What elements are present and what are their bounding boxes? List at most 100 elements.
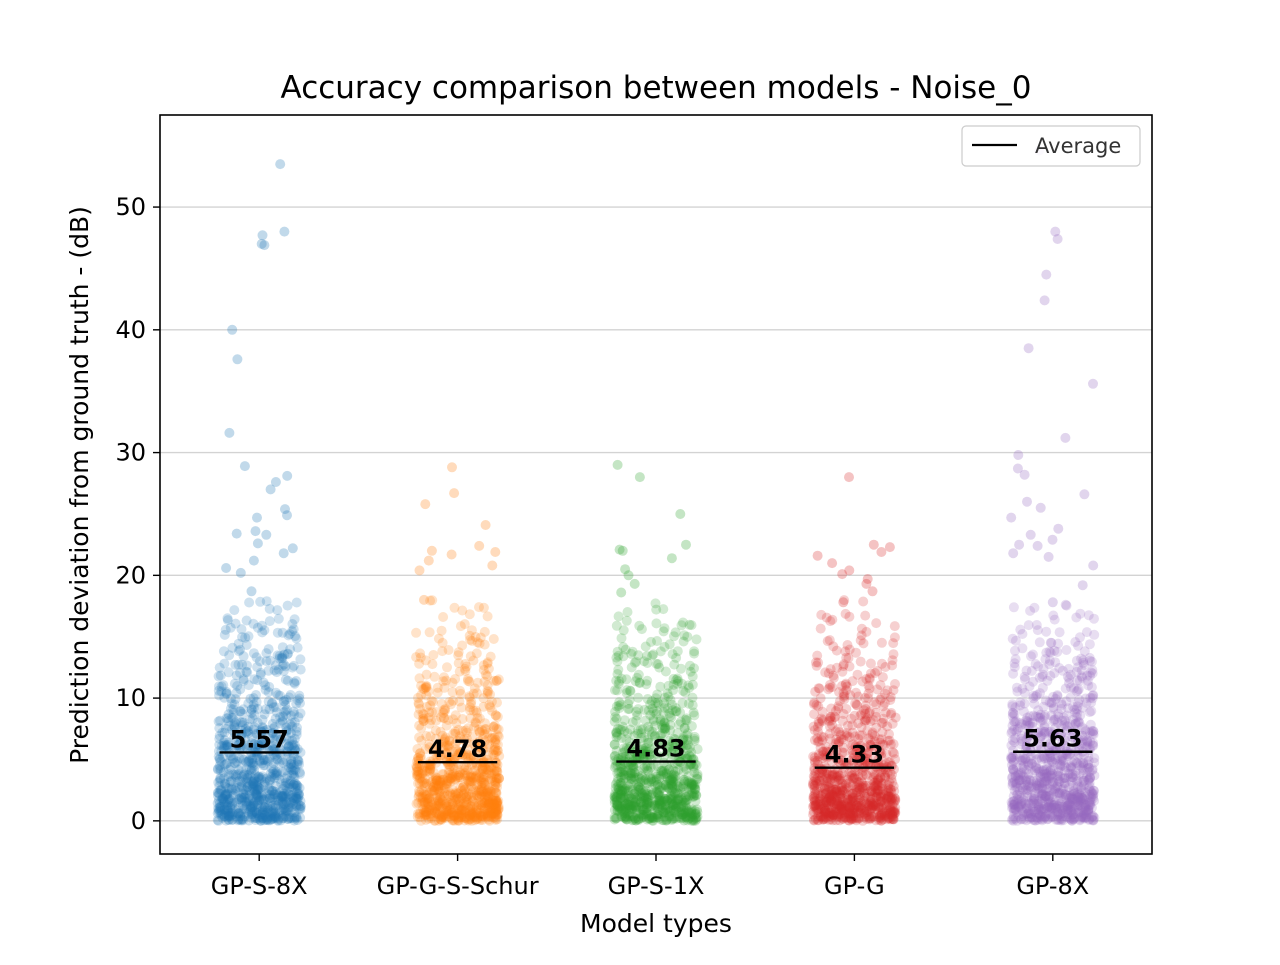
y-tick-label: 0 (131, 807, 146, 835)
outlier-point (259, 240, 270, 251)
series-GP-G (808, 472, 901, 826)
data-point (290, 783, 301, 794)
data-point (247, 793, 258, 804)
data-point (225, 797, 235, 808)
data-point (252, 675, 263, 686)
data-point (256, 727, 267, 737)
data-point (231, 797, 242, 808)
data-point (654, 773, 665, 784)
data-point (466, 696, 477, 707)
data-point (251, 776, 262, 787)
data-point (212, 764, 223, 775)
data-point (262, 802, 273, 813)
data-point (218, 751, 229, 762)
data-point (842, 731, 853, 741)
data-point (270, 713, 281, 724)
data-point (472, 790, 483, 801)
data-point (1075, 710, 1086, 721)
data-point (671, 797, 682, 808)
data-point (281, 738, 292, 749)
data-point (249, 739, 260, 750)
outlier-point (279, 226, 290, 237)
data-point (841, 652, 852, 663)
data-point (277, 767, 288, 778)
data-point (230, 785, 241, 796)
data-point (222, 615, 233, 626)
data-point (282, 704, 292, 715)
data-point (248, 724, 259, 735)
data-point (1033, 661, 1043, 672)
data-point (289, 778, 300, 789)
data-point (629, 657, 640, 668)
data-point (282, 778, 293, 789)
data-point (283, 724, 294, 735)
data-point (489, 766, 500, 776)
data-point (295, 803, 306, 814)
data-point (221, 686, 232, 697)
data-point (267, 728, 278, 739)
data-point (230, 694, 241, 705)
data-point (261, 814, 272, 825)
data-point (213, 763, 223, 774)
outlier-point (1077, 580, 1088, 591)
data-point (690, 779, 701, 790)
data-point (255, 596, 266, 607)
data-point (419, 761, 430, 772)
outlier-point (827, 558, 838, 569)
data-point (1012, 807, 1022, 818)
data-point (212, 798, 223, 809)
data-point (632, 710, 643, 721)
data-point (225, 703, 236, 714)
data-point (287, 735, 298, 746)
data-point (229, 718, 240, 728)
data-point (245, 693, 256, 704)
data-point (214, 754, 225, 765)
data-point (478, 806, 489, 816)
data-point (421, 809, 432, 820)
data-point (261, 811, 272, 822)
data-point (808, 771, 819, 782)
data-point (295, 664, 306, 675)
data-point (236, 624, 247, 635)
data-point (227, 809, 238, 820)
data-point (237, 717, 248, 728)
data-point (272, 790, 283, 801)
data-point (689, 788, 700, 799)
data-point (233, 765, 244, 776)
data-point (815, 623, 826, 634)
data-point (472, 677, 483, 688)
data-point (680, 792, 691, 803)
data-point (271, 812, 282, 823)
data-point (264, 704, 275, 715)
data-point (249, 786, 260, 797)
data-point (1047, 811, 1058, 822)
outlier-point (224, 427, 235, 438)
data-point (1047, 777, 1058, 787)
data-point (271, 707, 282, 718)
data-point (237, 708, 248, 719)
outlier-point (250, 526, 261, 537)
data-point (485, 786, 496, 797)
data-point (228, 743, 239, 754)
data-point (243, 778, 254, 789)
data-point (289, 740, 300, 751)
data-point (269, 665, 280, 676)
data-point (238, 651, 249, 662)
data-point (214, 802, 225, 813)
data-point (214, 662, 225, 673)
data-point (424, 707, 435, 718)
data-point (232, 815, 243, 826)
data-point (288, 706, 299, 717)
data-point (1010, 645, 1020, 656)
data-point (277, 754, 288, 765)
data-point (271, 789, 282, 800)
data-point (278, 696, 289, 707)
data-point (232, 681, 243, 691)
outlier-point (261, 529, 272, 540)
data-point (421, 744, 431, 754)
data-point (464, 609, 475, 620)
data-point (864, 683, 875, 694)
data-point (411, 627, 422, 638)
data-point (251, 792, 262, 803)
data-point (245, 800, 256, 811)
